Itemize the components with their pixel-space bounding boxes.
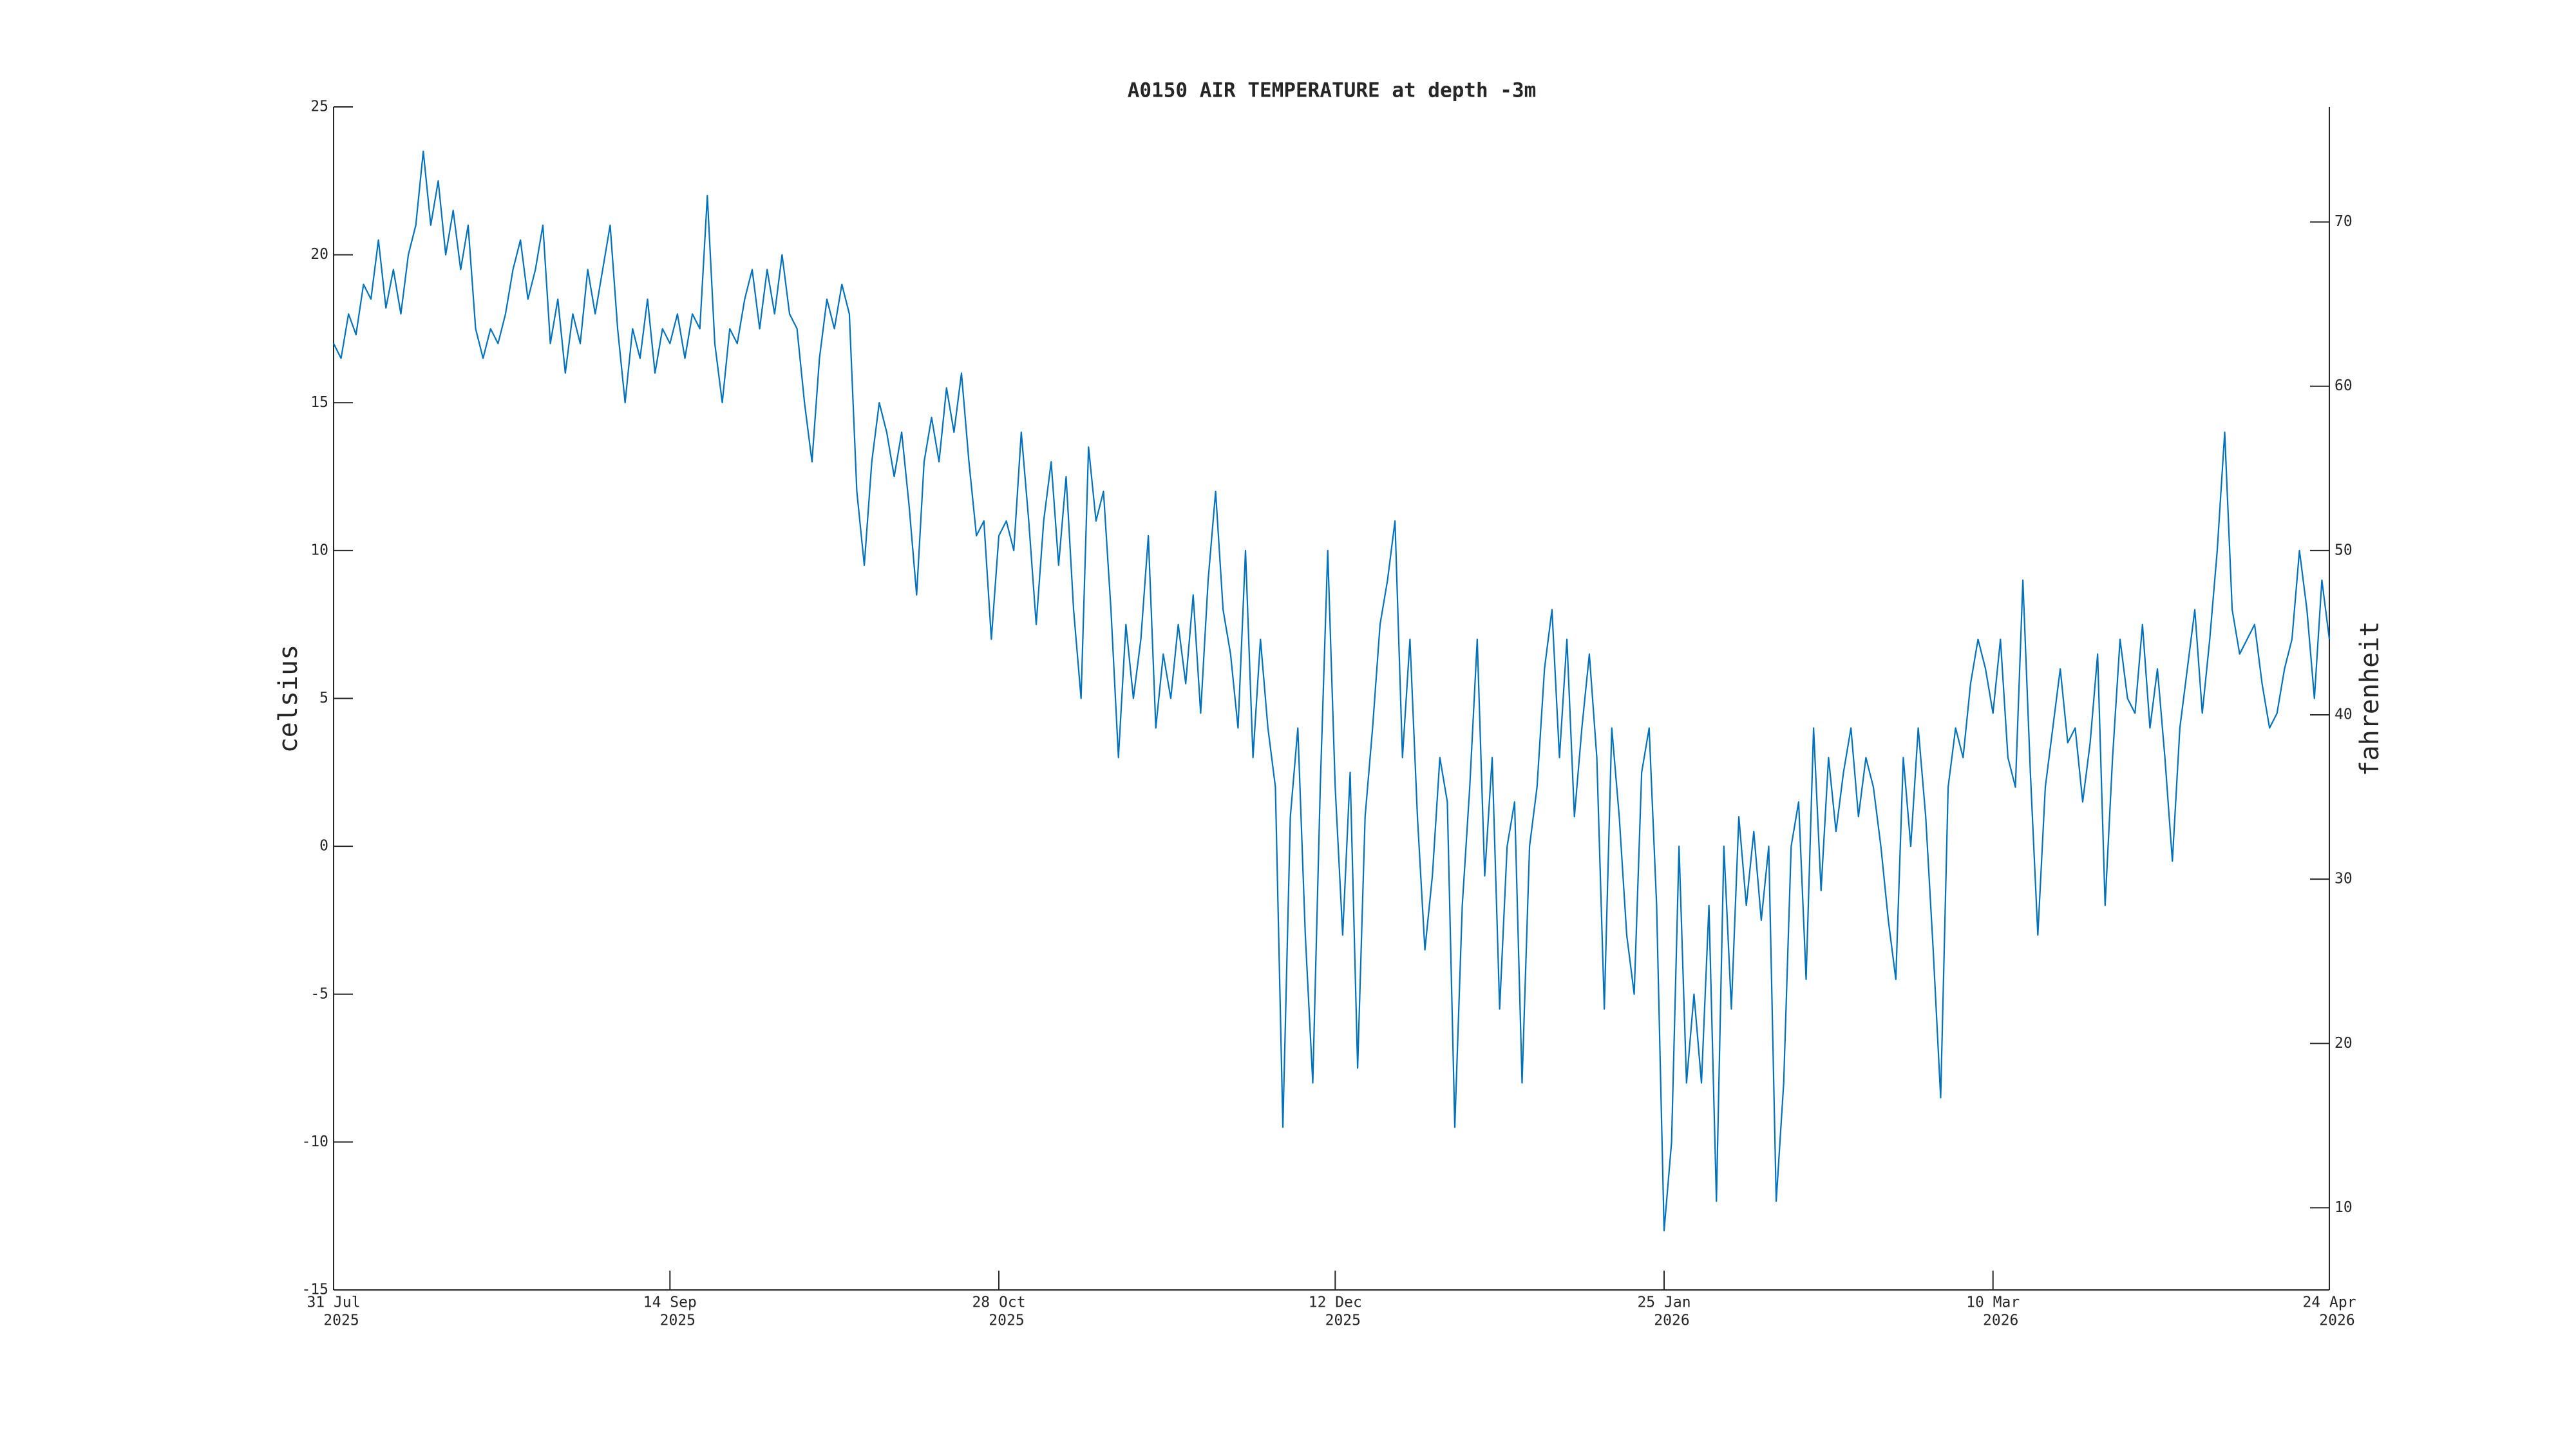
- x-tick-label: 12 Dec: [1309, 1294, 1362, 1311]
- y2-tick-label: 60: [2334, 377, 2353, 394]
- x-tick-year: 2026: [1983, 1312, 2018, 1329]
- y-tick-label: 25: [310, 99, 328, 115]
- y-tick-label: -10: [301, 1133, 328, 1150]
- y2-tick-label: 70: [2334, 213, 2353, 230]
- y-tick-label: -15: [301, 1282, 328, 1298]
- y-tick-label: 0: [319, 838, 328, 855]
- data-line: [333, 150, 2331, 1232]
- x-tick-year: 2025: [323, 1312, 359, 1329]
- y-tick-label: -5: [310, 985, 328, 1002]
- y2-tick-label: 10: [2334, 1199, 2353, 1216]
- chart-title: A0150 AIR TEMPERATURE at depth -3m: [1128, 79, 1537, 102]
- y2-tick-label: 50: [2334, 542, 2353, 558]
- x-tick-label: 10 Mar: [1966, 1294, 2020, 1311]
- y2-axis-label: fahrenheit: [2355, 621, 2385, 777]
- y-tick-label: 10: [310, 542, 328, 558]
- y-tick-label: 15: [310, 394, 328, 411]
- y-tick-label: 5: [319, 690, 328, 706]
- x-tick-label: 28 Oct: [972, 1294, 1025, 1311]
- x-tick-year: 2026: [1654, 1312, 1689, 1329]
- x-tick-year: 2026: [2319, 1312, 2354, 1329]
- y2-tick-label: 30: [2334, 871, 2353, 887]
- x-tick-label: 25 Jan: [1637, 1294, 1690, 1311]
- x-tick-label: 24 Apr: [2302, 1294, 2356, 1311]
- y2-tick-label: 20: [2334, 1035, 2353, 1052]
- y2-tick-label: 40: [2334, 706, 2353, 723]
- y-axis-label: celsius: [274, 645, 303, 753]
- x-tick-label: 31 Jul: [307, 1294, 360, 1311]
- y-tick-label: 20: [310, 246, 328, 263]
- x-tick-label: 14 Sep: [643, 1294, 697, 1311]
- x-tick-year: 2025: [1325, 1312, 1361, 1329]
- x-tick-year: 2025: [989, 1312, 1024, 1329]
- x-tick-year: 2025: [660, 1312, 696, 1329]
